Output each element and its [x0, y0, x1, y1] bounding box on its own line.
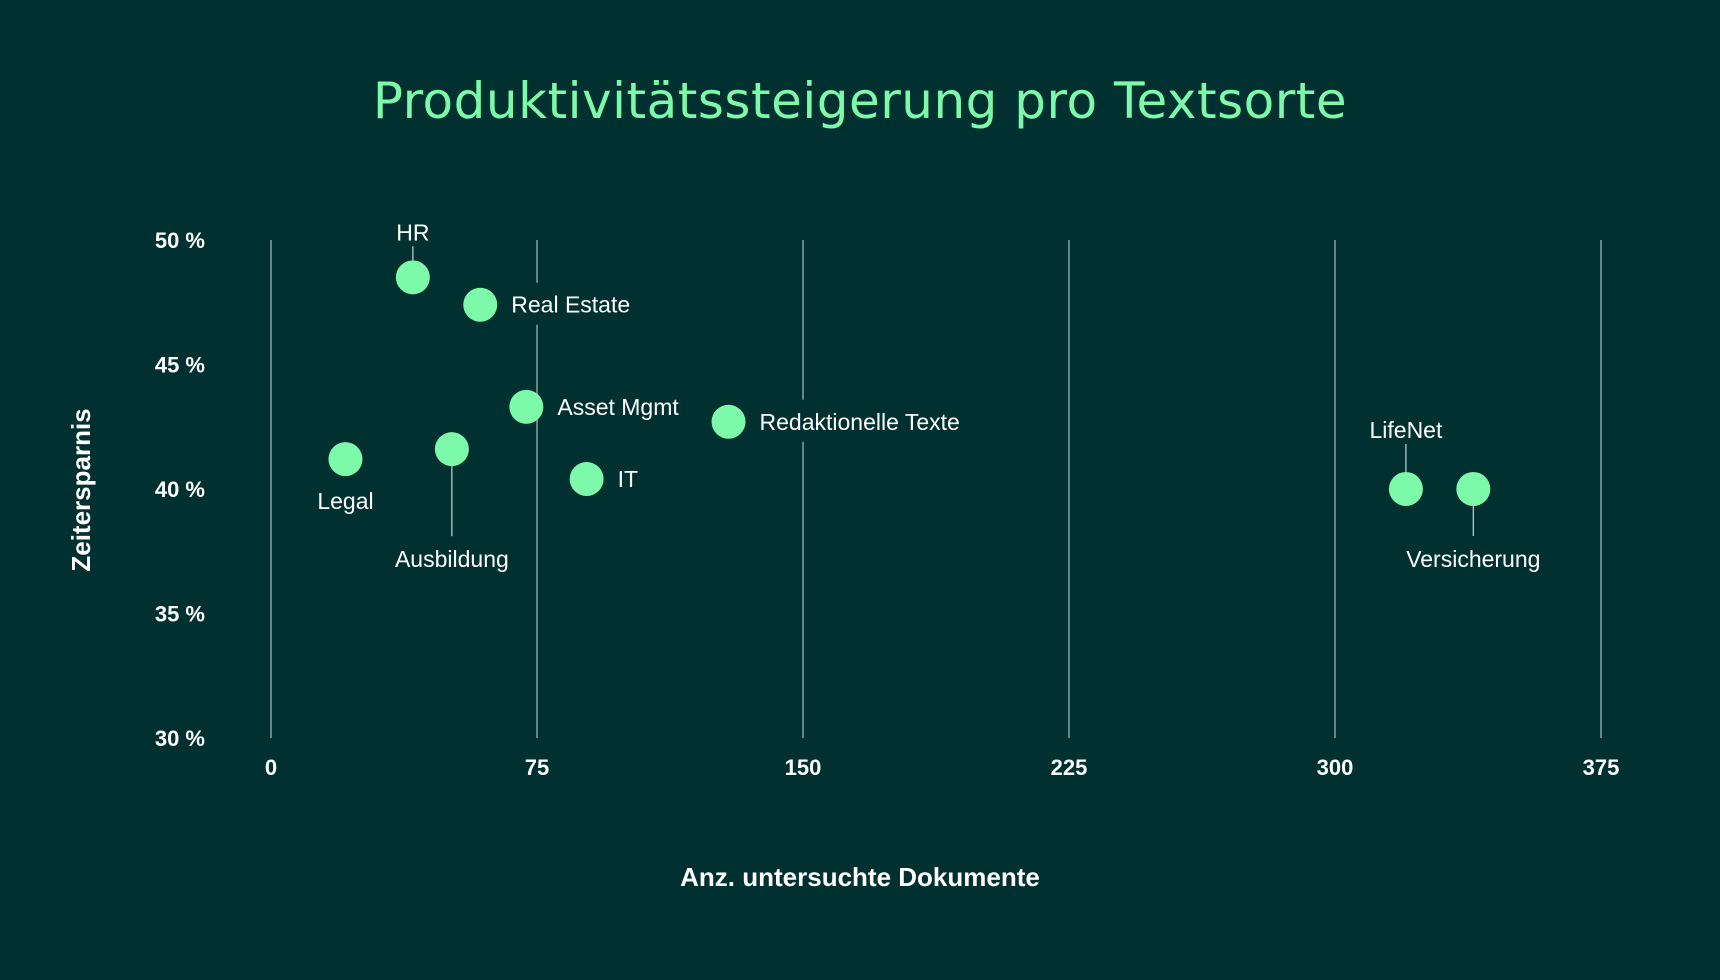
label-background	[611, 457, 647, 500]
point-label: Ausbildung	[395, 546, 509, 572]
label-background	[551, 384, 687, 427]
data-point	[1388, 472, 1423, 506]
x-tick-label: 300	[1317, 755, 1354, 780]
label-background	[505, 282, 653, 325]
point-label: LifeNet	[1369, 417, 1442, 443]
y-tick-label: 35 %	[155, 602, 205, 627]
point-label: HR	[396, 219, 429, 245]
data-point	[395, 260, 430, 295]
x-tick-label: 75	[525, 755, 549, 780]
point-label: Legal	[317, 488, 373, 514]
point-label: IT	[618, 466, 638, 492]
chart-title: Produktivitätssteigerung pro Textsorte	[372, 72, 1348, 130]
point-label: Versicherung	[1406, 546, 1540, 572]
x-tick-label: 375	[1583, 755, 1620, 780]
y-tick-label: 40 %	[155, 477, 205, 502]
point-label: Asset Mgmt	[557, 394, 679, 420]
x-tick-label: 0	[265, 755, 277, 780]
point-label: Real Estate	[511, 292, 630, 318]
data-point	[463, 287, 498, 322]
data-point	[509, 389, 544, 424]
y-axis-title: Zeitersparnis	[66, 408, 96, 571]
label-background	[753, 399, 1002, 442]
x-tick-label: 225	[1051, 755, 1088, 780]
data-point	[1456, 472, 1491, 506]
x-tick-label: 150	[785, 755, 822, 780]
y-tick-label: 50 %	[155, 228, 205, 253]
data-point	[711, 404, 746, 439]
data-point	[328, 442, 363, 477]
point-label: Redaktionelle Texte	[760, 409, 960, 435]
y-tick-label: 45 %	[155, 353, 205, 378]
data-point	[569, 462, 604, 497]
y-tick-label: 30 %	[155, 726, 205, 751]
x-axis-title: Anz. untersuchte Dokumente	[680, 862, 1040, 892]
data-point	[434, 432, 469, 467]
